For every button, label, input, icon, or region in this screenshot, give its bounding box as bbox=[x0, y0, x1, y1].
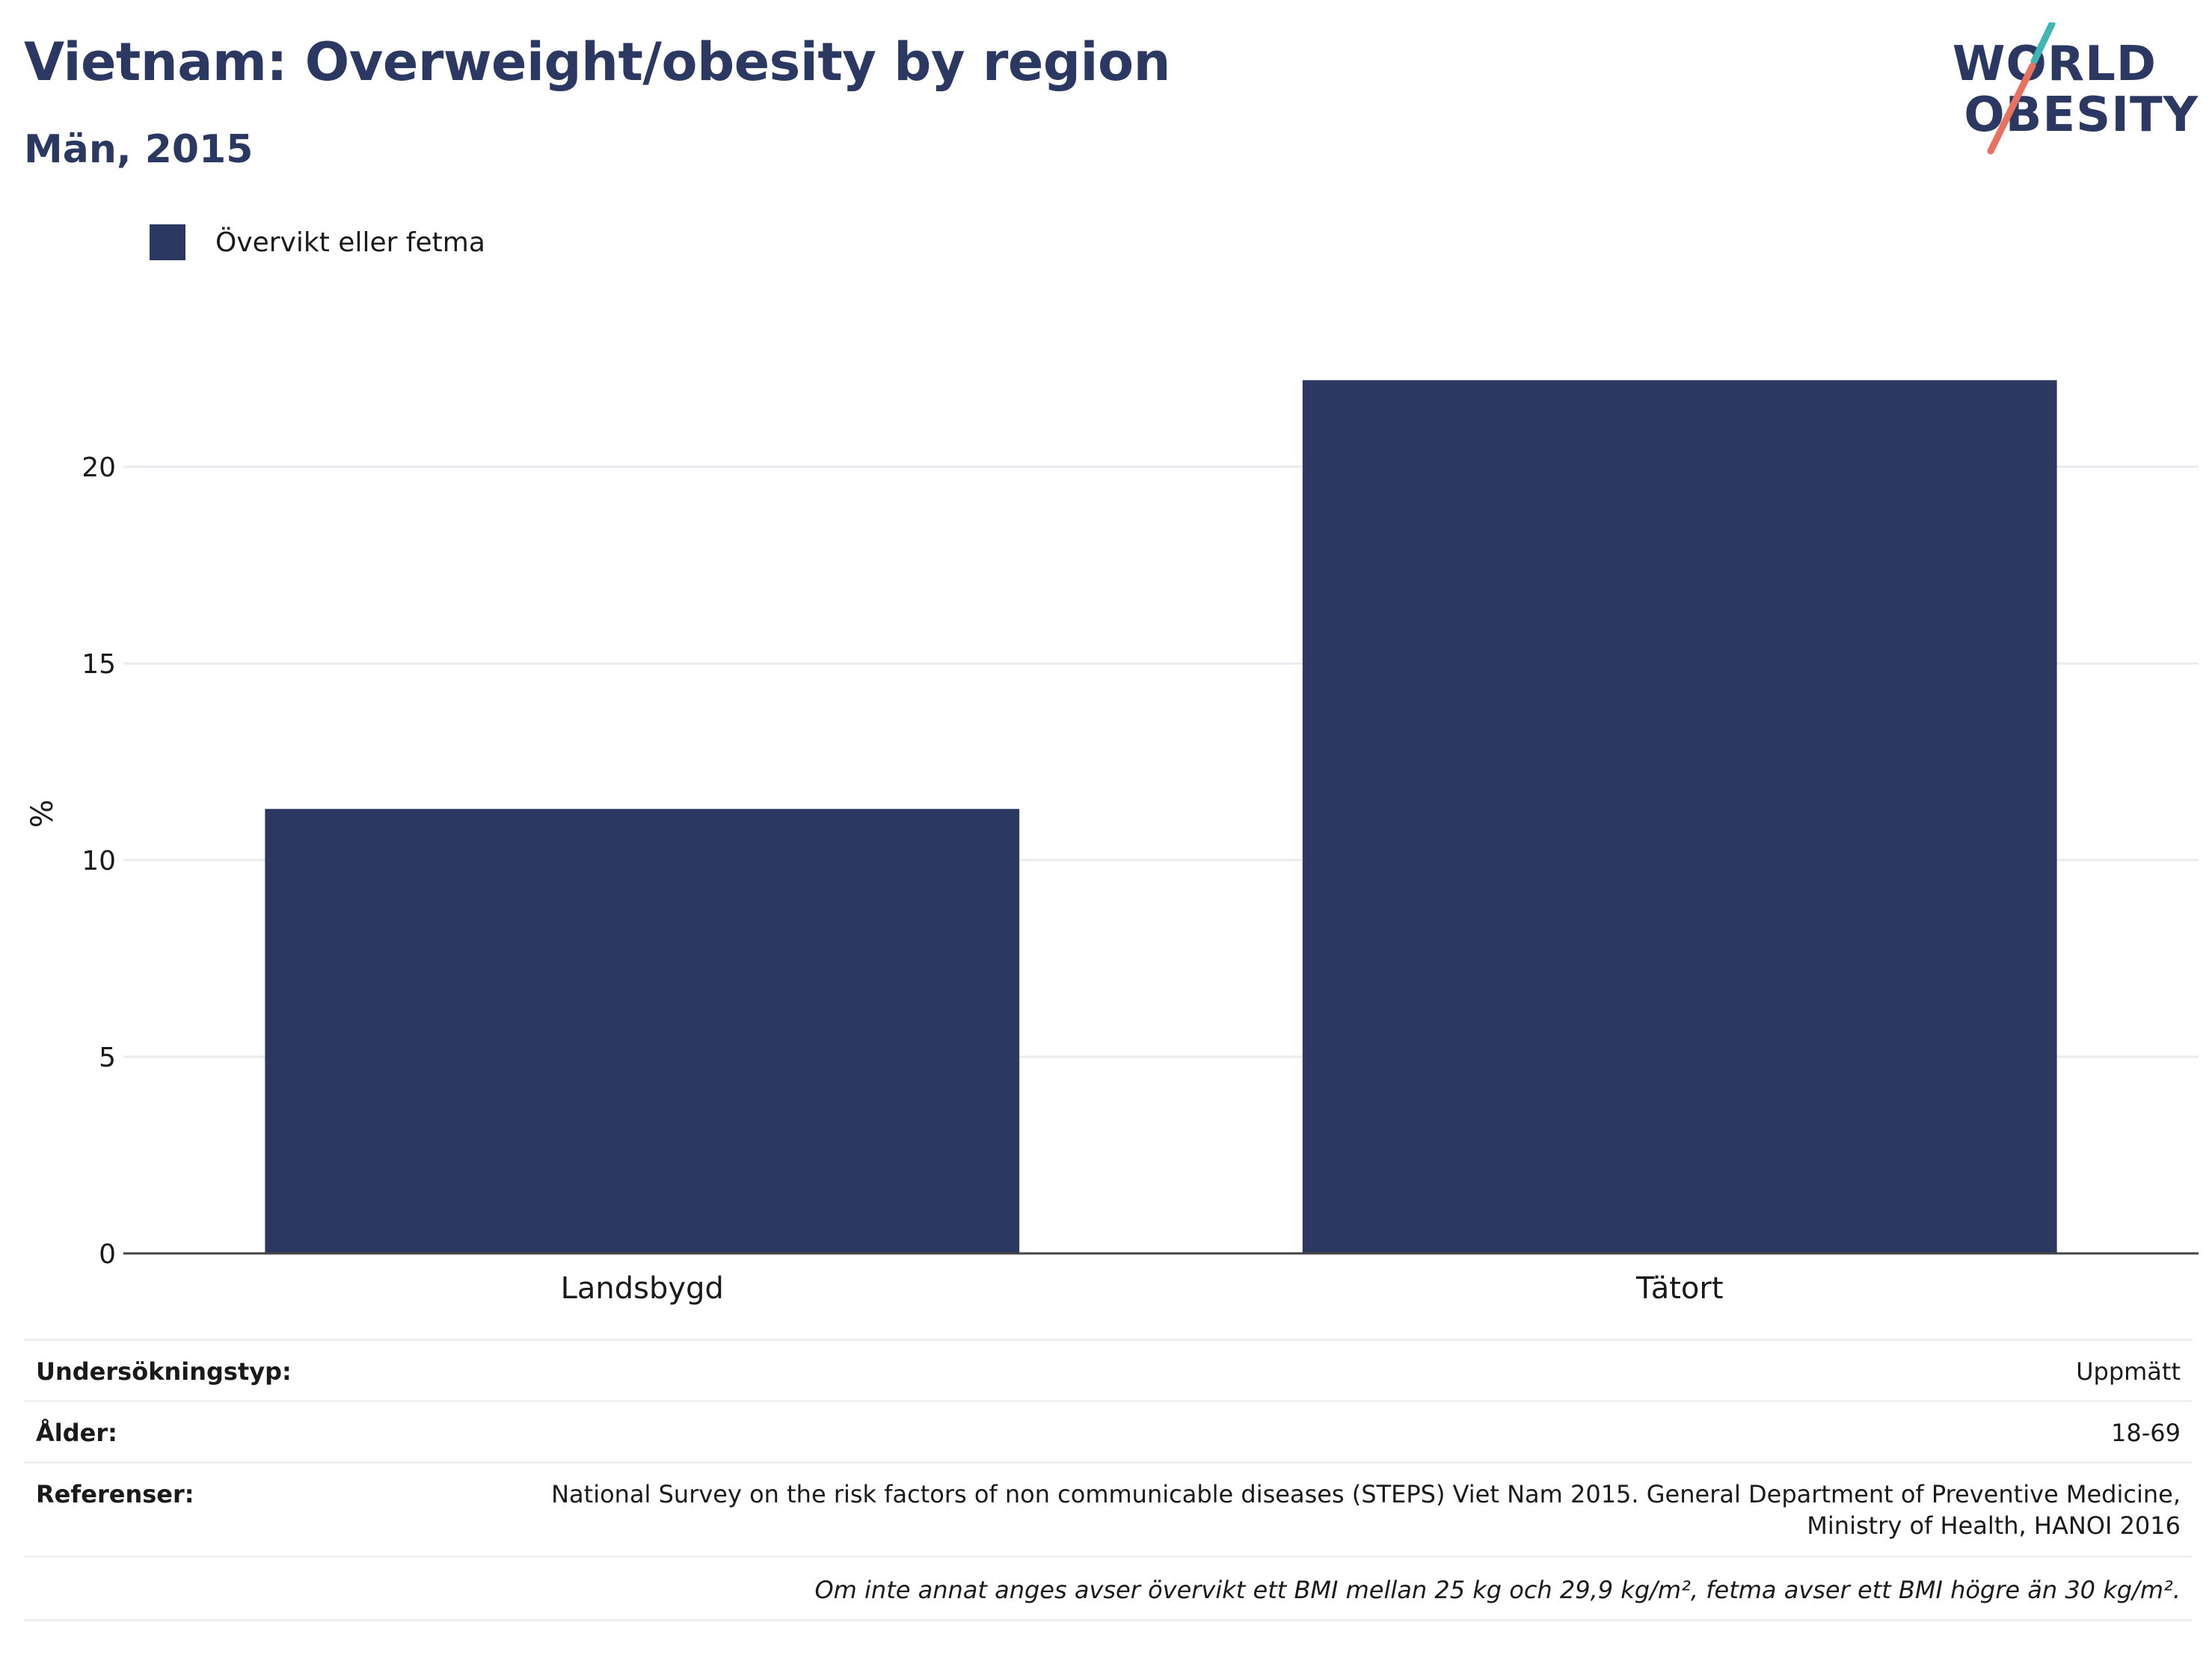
logo-slash-icon bbox=[1987, 22, 2056, 155]
chart-legend: Övervikt eller fetma bbox=[150, 224, 485, 260]
page-title: Vietnam: Overweight/obesity by region bbox=[24, 31, 1170, 93]
y-tick-label: 20 bbox=[82, 452, 116, 483]
age-label: Ålder: bbox=[36, 1419, 117, 1447]
y-axis-label: % bbox=[25, 799, 60, 828]
bar-tätort bbox=[1302, 380, 2057, 1253]
bar-chart: 0 5 10 15 20 Landsbygd Tätort% bbox=[25, 380, 2199, 1306]
legend-label: Övervikt eller fetma bbox=[215, 227, 485, 258]
y-tick-label: 10 bbox=[82, 846, 116, 876]
references-line-2: Ministry of Health, HANOI 2016 bbox=[1807, 1511, 2181, 1540]
y-tick-label: 15 bbox=[82, 649, 116, 680]
page-subtitle: Män, 2015 bbox=[24, 127, 254, 172]
age-value: 18-69 bbox=[2111, 1419, 2181, 1447]
world-obesity-logo: WORLD OBESITY bbox=[1952, 22, 2199, 157]
x-tick-label: Tätort bbox=[1635, 1271, 1724, 1306]
details-row-references: Referenser: National Survey on the risk … bbox=[24, 1461, 2193, 1558]
survey-type-value: Uppmätt bbox=[2076, 1357, 2181, 1386]
details-row-note: Om inte annat anges avser övervikt ett B… bbox=[24, 1556, 2193, 1621]
bar-landsbygd bbox=[265, 808, 1020, 1253]
y-tick-label: 0 bbox=[99, 1239, 116, 1270]
details-table: Undersökningstyp: Uppmätt Ålder: 18-69 R… bbox=[24, 1339, 2193, 1638]
survey-type-label: Undersökningstyp: bbox=[36, 1357, 292, 1386]
x-tick-label: Landsbygd bbox=[561, 1271, 724, 1306]
references-line-1: National Survey on the risk factors of n… bbox=[551, 1480, 2181, 1508]
references-label: Referenser: bbox=[36, 1480, 194, 1508]
details-row-age: Ålder: 18-69 bbox=[24, 1400, 2193, 1464]
legend-swatch bbox=[150, 224, 185, 260]
y-tick-label: 5 bbox=[99, 1043, 116, 1073]
bmi-note: Om inte annat anges avser övervikt ett B… bbox=[814, 1576, 2181, 1604]
details-row-survey-type: Undersökningstyp: Uppmätt bbox=[24, 1339, 2193, 1402]
references-value: National Survey on the risk factors of n… bbox=[551, 1479, 2181, 1541]
logo-text-world: WORLD bbox=[1952, 37, 2157, 92]
